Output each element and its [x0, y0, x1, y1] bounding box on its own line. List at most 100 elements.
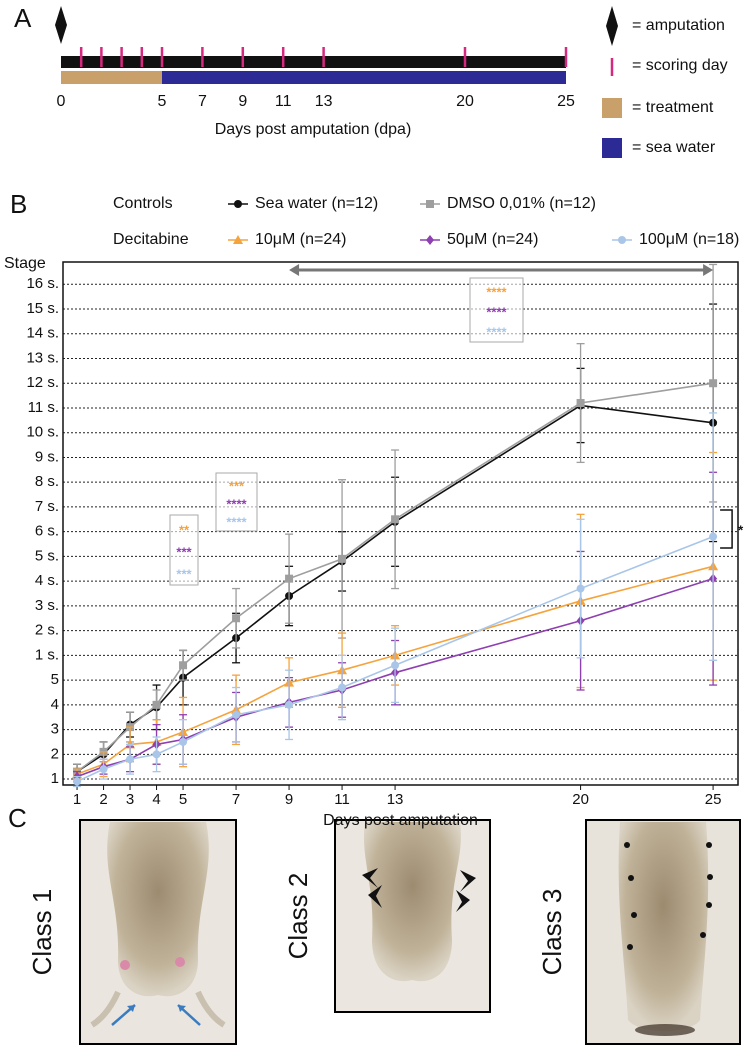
y-axis-label: Stage: [4, 255, 46, 272]
y-tick-label: 4: [51, 696, 59, 713]
x-tick-label: 20: [456, 93, 474, 110]
significance-label: ****: [486, 284, 507, 299]
y-tick-label: 8 s.: [35, 473, 59, 490]
panel-label: C: [8, 803, 27, 833]
y-tick-label: 13 s.: [26, 349, 59, 366]
legend-symbol: [602, 138, 622, 158]
legend-group-title: Controls: [113, 195, 173, 212]
x-tick-label: 3: [126, 791, 134, 808]
arrow-head: [703, 264, 714, 276]
y-tick-label: 10 s.: [26, 424, 59, 441]
y-tick-label: 5 s.: [35, 547, 59, 564]
x-tick-label: 13: [315, 93, 333, 110]
photo: [334, 819, 491, 1013]
marker: [232, 710, 241, 719]
x-tick-label: 2: [99, 791, 107, 808]
marker: [99, 765, 108, 774]
y-tick-label: 5: [51, 671, 59, 688]
marker: [126, 755, 135, 764]
legend-label: = scoring day: [632, 57, 728, 74]
bracket-label: *: [738, 522, 744, 537]
y-tick-label: 11 s.: [28, 399, 59, 416]
x-tick-label: 25: [705, 791, 722, 808]
x-tick-label: 5: [179, 791, 187, 808]
legend-label: DMSO 0,01% (n=12): [447, 195, 596, 212]
y-tick-label: 7 s.: [35, 498, 59, 515]
x-tick-label: 4: [152, 791, 160, 808]
photo: [79, 819, 237, 1045]
marker: [576, 584, 585, 593]
marker: [234, 200, 242, 208]
marker: [152, 750, 161, 759]
marker: [618, 236, 626, 244]
legend-symbol: [606, 6, 618, 46]
y-tick-label: 2 s.: [35, 622, 59, 639]
x-axis-label: Days post amputation (dpa): [215, 121, 412, 138]
marker: [338, 683, 347, 692]
amputation-marker: [55, 6, 67, 44]
y-tick-label: 1 s.: [35, 646, 59, 663]
x-axis-label: Days post amputation: [323, 812, 478, 829]
x-tick-label: 1: [73, 791, 81, 808]
legend-label: 10μM (n=24): [255, 231, 346, 248]
marker: [391, 661, 400, 670]
class-label: Class 2: [283, 873, 313, 960]
significance-label: ****: [486, 304, 507, 319]
marker: [709, 379, 718, 388]
y-tick-label: 1: [51, 770, 59, 787]
marker: [426, 200, 434, 208]
significance-label: **: [179, 523, 190, 538]
significance-label: ***: [176, 566, 192, 581]
class-label: Class 3: [537, 889, 567, 976]
annotation-box: [469, 277, 524, 343]
marker: [338, 554, 347, 563]
significance-label: ***: [229, 478, 245, 493]
y-tick-label: 15 s.: [26, 300, 59, 317]
x-tick-label: 9: [285, 791, 293, 808]
marker: [285, 574, 294, 583]
x-tick-label: 11: [334, 791, 350, 808]
marker: [285, 700, 294, 709]
y-tick-label: 3 s.: [35, 597, 59, 614]
plot-frame: [62, 261, 739, 786]
class-label: Class 1: [27, 889, 57, 976]
legend-label: Sea water (n=12): [255, 195, 378, 212]
significance-label: ***: [176, 544, 192, 559]
x-tick-label: 7: [198, 93, 207, 110]
x-tick-label: 7: [232, 791, 240, 808]
significance-label: ****: [486, 324, 507, 339]
legend-symbol: [602, 98, 622, 118]
legend-group-title: Decitabine: [113, 231, 189, 248]
significance-label: ****: [226, 515, 247, 530]
marker: [391, 515, 400, 524]
photo: [585, 819, 741, 1045]
sea-water-bar: [162, 71, 566, 84]
series: [73, 412, 718, 788]
annotation-box: [169, 514, 199, 586]
marker: [179, 661, 188, 670]
marker: [426, 235, 434, 245]
panel-label: A: [14, 3, 32, 33]
legend-label: = amputation: [632, 17, 725, 34]
marker: [709, 532, 718, 541]
legend-label: 100μM (n=18): [639, 231, 739, 248]
y-tick-label: 16 s.: [26, 275, 59, 292]
x-tick-label: 9: [238, 93, 247, 110]
marker: [179, 737, 188, 746]
x-tick-label: 11: [275, 93, 292, 110]
marker: [232, 614, 241, 623]
x-tick-label: 0: [57, 93, 66, 110]
significance-label: ****: [226, 496, 247, 511]
marker: [576, 399, 585, 408]
panel-label: B: [10, 189, 27, 219]
x-tick-label: 13: [387, 791, 404, 808]
annotation-box: [215, 472, 258, 532]
y-tick-label: 12 s.: [26, 374, 59, 391]
legend-label: = treatment: [632, 99, 714, 116]
treatment-bar: [61, 71, 162, 84]
y-tick-label: 9 s.: [35, 448, 59, 465]
arrow-head: [289, 264, 300, 276]
marker: [152, 700, 161, 709]
y-tick-label: 2: [51, 745, 59, 762]
y-tick-label: 6 s.: [35, 523, 59, 540]
